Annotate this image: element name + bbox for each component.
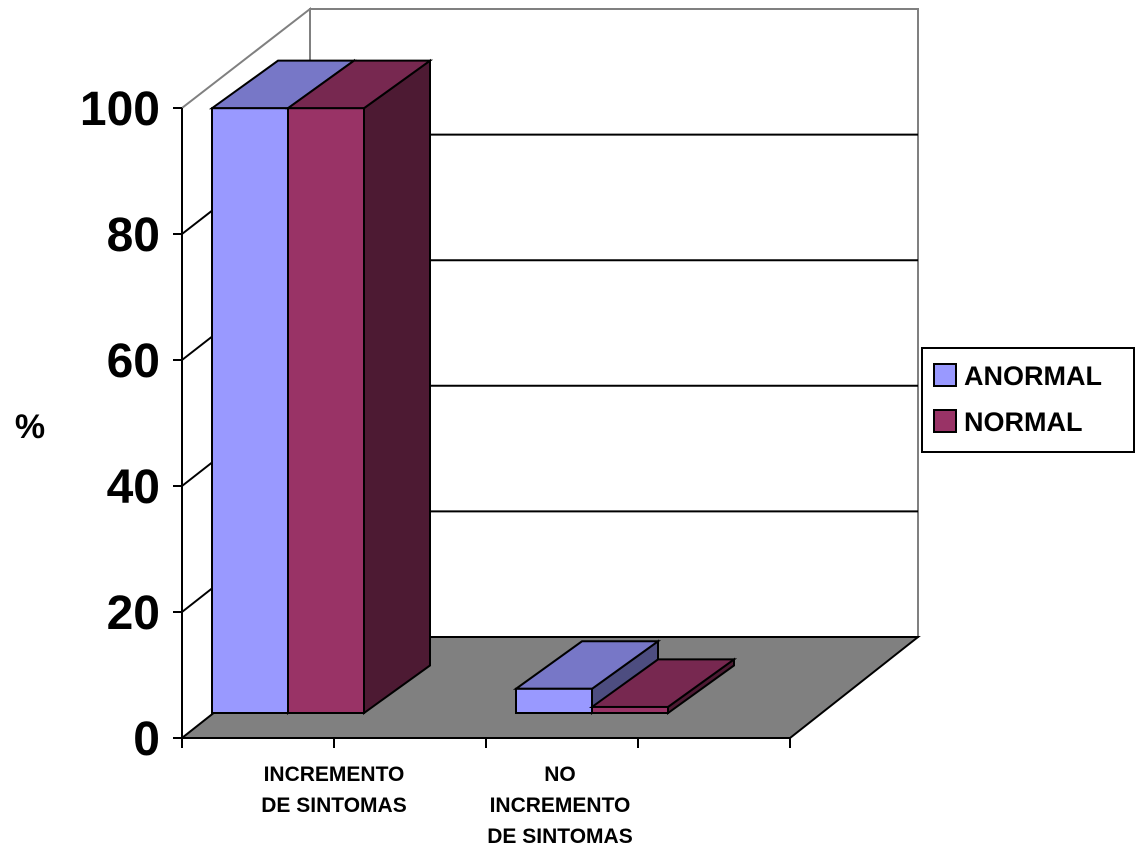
y-axis xyxy=(173,107,791,748)
x-category-label: NO INCREMENTO DE SINTOMAS xyxy=(487,763,632,848)
x-category-labels: INCREMENTO DE SINTOMAS NO INCREMENTO DE SINT… xyxy=(261,763,632,848)
y-tick-labels: 0 20 40 60 80 100 xyxy=(80,83,160,766)
y-tick-label: 0 xyxy=(133,713,160,766)
x-category-label-line: DE SINTOMAS xyxy=(487,825,632,848)
x-category-label-line: DE SINTOMAS xyxy=(261,794,406,817)
y-tick-label: 20 xyxy=(107,587,160,640)
legend-swatch xyxy=(933,409,957,433)
legend-item-anormal: ANORMAL xyxy=(933,361,1102,391)
x-category-label-line: INCREMENTO xyxy=(264,763,405,786)
y-tick-label: 60 xyxy=(107,335,160,388)
bars xyxy=(208,58,738,715)
x-category-label-line: INCREMENTO xyxy=(490,794,631,817)
y-tick-label: 40 xyxy=(107,461,160,514)
x-category-label-line: NO xyxy=(544,763,576,786)
bar-normal-1 xyxy=(588,657,738,715)
legend-item-normal: NORMAL xyxy=(933,407,1082,437)
legend-box xyxy=(921,347,1135,453)
legend-label: ANORMAL xyxy=(964,361,1102,391)
legend-swatch xyxy=(933,363,957,387)
legend: ANORMAL NORMAL xyxy=(921,347,1135,453)
bar-normal-0 xyxy=(284,58,434,715)
y-tick-label: 100 xyxy=(80,83,160,136)
x-category-label: INCREMENTO DE SINTOMAS xyxy=(261,763,406,817)
y-axis-label: % xyxy=(15,408,45,446)
y-tick-label: 80 xyxy=(107,209,160,262)
legend-label: NORMAL xyxy=(964,407,1082,437)
